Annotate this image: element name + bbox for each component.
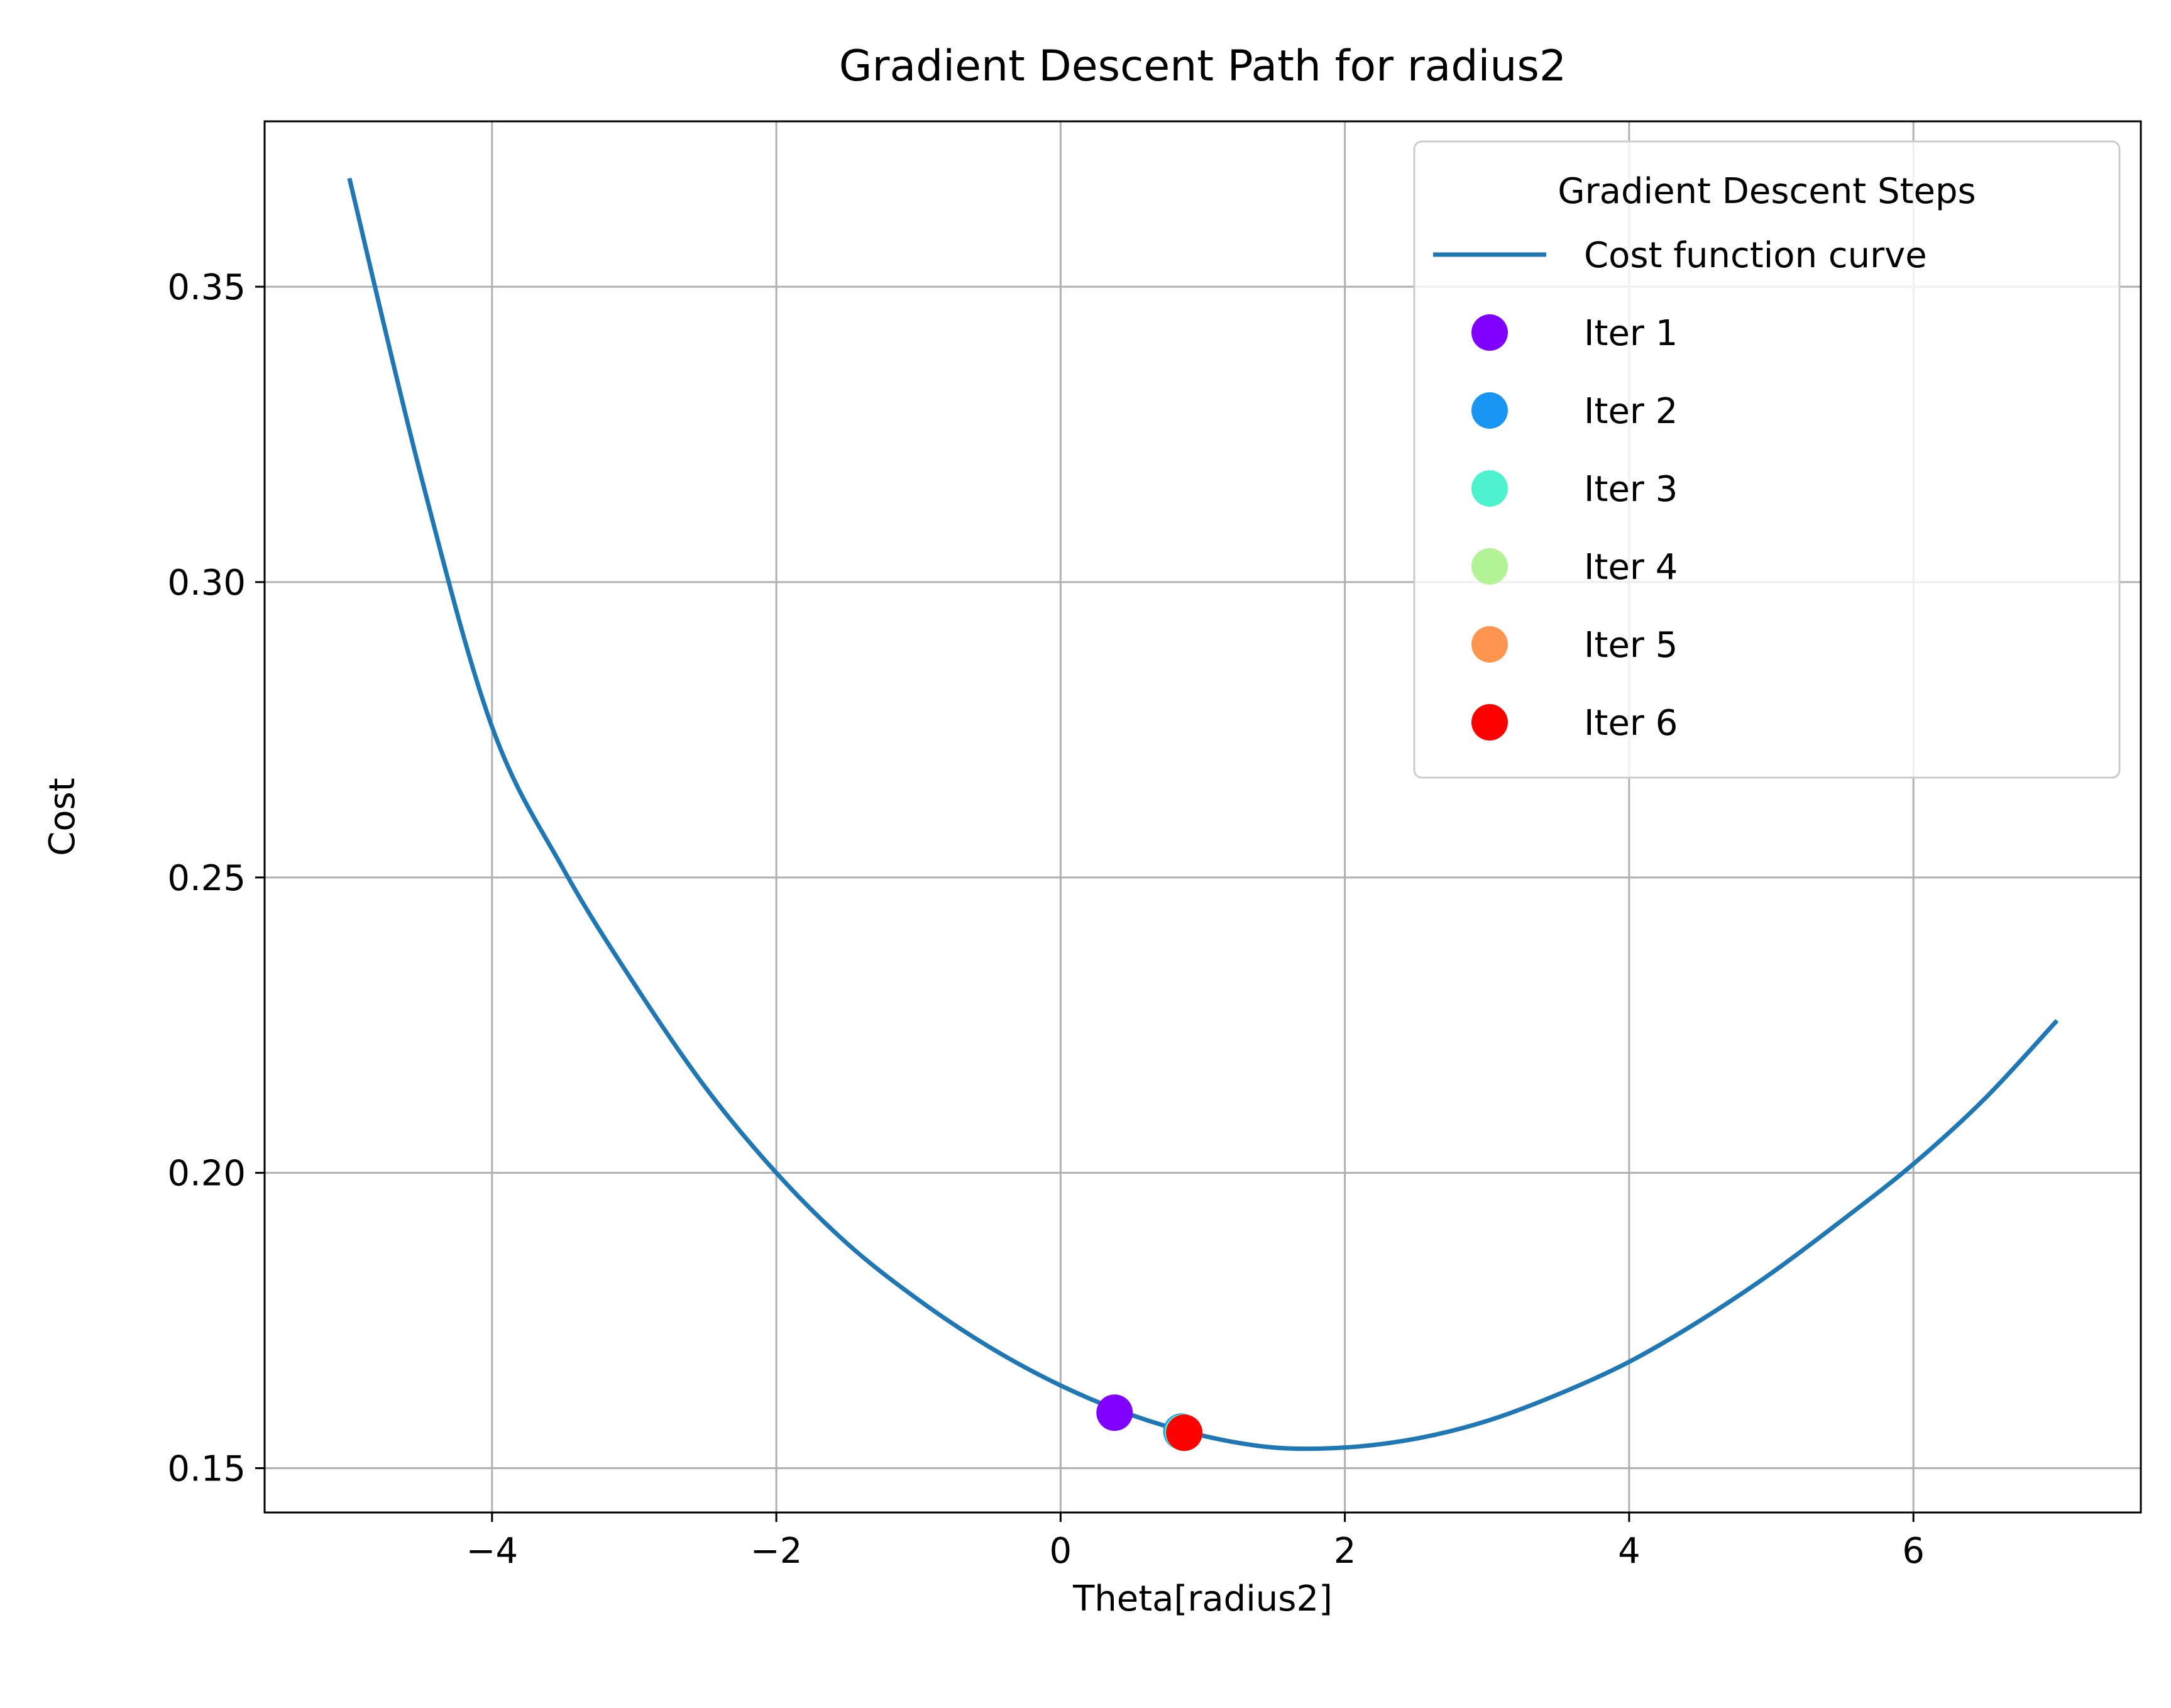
legend-label-iter-4: Iter 4 bbox=[1584, 547, 1678, 588]
legend-swatch-iter-6 bbox=[1471, 704, 1508, 741]
legend-label-curve: Cost function curve bbox=[1584, 235, 1927, 276]
legend-label-iter-2: Iter 2 bbox=[1584, 391, 1678, 432]
legend-label-iter-6: Iter 6 bbox=[1584, 703, 1678, 744]
axis-ticks: −4 −2 0 2 4 6 0.15 0.20 0.25 0.30 0.35 bbox=[167, 267, 1925, 1572]
legend-swatch-iter-2 bbox=[1471, 392, 1508, 429]
x-tick-label: −2 bbox=[750, 1531, 803, 1572]
x-tick-label: 0 bbox=[1050, 1531, 1072, 1572]
legend-label-iter-1: Iter 1 bbox=[1584, 313, 1678, 354]
legend-swatch-iter-5 bbox=[1471, 626, 1508, 663]
legend-label-iter-3: Iter 3 bbox=[1584, 469, 1678, 510]
y-axis-label: Cost bbox=[42, 778, 83, 856]
legend-box bbox=[1413, 140, 2121, 779]
legend: Gradient Descent Steps Cost function curv… bbox=[1413, 140, 2121, 779]
legend-label-iter-5: Iter 5 bbox=[1584, 625, 1678, 666]
x-tick-label: 6 bbox=[1902, 1531, 1925, 1572]
legend-swatch-iter-1 bbox=[1471, 314, 1508, 351]
plot-area bbox=[347, 177, 2059, 1452]
iter-6-point bbox=[1166, 1414, 1203, 1452]
legend-title: Gradient Descent Steps bbox=[1558, 171, 1976, 212]
y-tick-label: 0.25 bbox=[167, 858, 246, 899]
legend-swatch-iter-3 bbox=[1471, 470, 1508, 507]
y-tick-label: 0.20 bbox=[167, 1154, 246, 1194]
y-tick-label: 0.15 bbox=[167, 1449, 246, 1490]
x-tick-label: −4 bbox=[466, 1531, 519, 1572]
x-axis-label: Theta[radius2] bbox=[1072, 1579, 1333, 1619]
legend-swatch-iter-4 bbox=[1471, 548, 1508, 585]
y-tick-label: 0.30 bbox=[167, 563, 246, 603]
axes-frame bbox=[263, 120, 2142, 1514]
x-tick-label: 4 bbox=[1618, 1531, 1641, 1572]
x-tick-label: 2 bbox=[1334, 1531, 1356, 1572]
chart-title: Gradient Descent Path for radius2 bbox=[839, 41, 1566, 91]
iter-1-point bbox=[1096, 1394, 1133, 1431]
y-tick-label: 0.35 bbox=[167, 267, 246, 308]
